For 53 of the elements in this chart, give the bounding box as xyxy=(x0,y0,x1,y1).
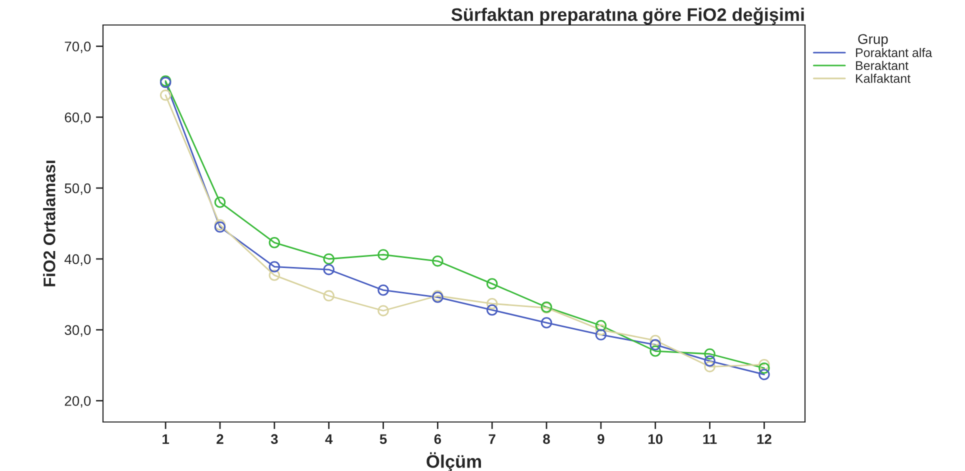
x-axis-title: Ölçüm xyxy=(426,452,481,471)
legend-label: Poraktant alfa xyxy=(856,48,932,58)
y-tick-label: 70,0 xyxy=(64,42,91,54)
x-tick-label: 3 xyxy=(270,434,278,444)
point xyxy=(704,361,716,372)
x-tick-label: 10 xyxy=(648,434,663,444)
point xyxy=(704,355,716,367)
legend-label: Kalfaktant xyxy=(856,74,910,83)
point xyxy=(595,324,607,336)
point xyxy=(268,237,280,248)
x-tick-label: 2 xyxy=(216,434,224,444)
x-tick-label: 1 xyxy=(162,434,170,444)
point xyxy=(486,278,498,290)
chart-title: Sürfaktan preparatına göre FiO2 değişimi xyxy=(451,8,804,25)
point xyxy=(595,320,607,332)
point xyxy=(758,362,770,374)
point xyxy=(650,339,661,350)
point xyxy=(378,249,389,260)
y-tick-label: 30,0 xyxy=(64,325,91,337)
point xyxy=(540,317,552,328)
point xyxy=(758,368,770,380)
x-tick-label: 5 xyxy=(380,434,387,444)
x-tick-label: 4 xyxy=(325,434,333,444)
point xyxy=(268,261,280,272)
point xyxy=(214,196,226,208)
point xyxy=(323,290,334,302)
point xyxy=(160,90,172,101)
point xyxy=(323,253,334,265)
x-tick-label: 6 xyxy=(434,434,442,444)
point xyxy=(378,284,389,296)
point xyxy=(758,358,770,370)
point xyxy=(323,264,334,276)
y-tick-label: 20,0 xyxy=(64,396,91,408)
point xyxy=(650,334,661,346)
x-tick-label: 8 xyxy=(543,434,550,444)
x-tick-label: 12 xyxy=(757,434,772,444)
x-tick-label: 9 xyxy=(598,434,604,444)
point xyxy=(432,255,444,267)
point xyxy=(650,345,661,357)
point xyxy=(595,329,607,340)
point xyxy=(486,304,498,316)
legend-title: Grup xyxy=(858,34,888,47)
point xyxy=(704,348,716,360)
legend-label: Beraktant xyxy=(856,60,908,70)
y-axis-title: FiO2 Ortalaması xyxy=(43,160,56,286)
x-tick-label: 7 xyxy=(488,434,496,444)
y-tick-label: 60,0 xyxy=(64,112,91,124)
y-tick-label: 50,0 xyxy=(64,183,91,195)
y-tick-label: 40,0 xyxy=(64,254,91,266)
point xyxy=(268,270,280,281)
x-tick-label: 11 xyxy=(703,434,717,444)
point xyxy=(486,298,498,310)
point xyxy=(378,305,389,316)
